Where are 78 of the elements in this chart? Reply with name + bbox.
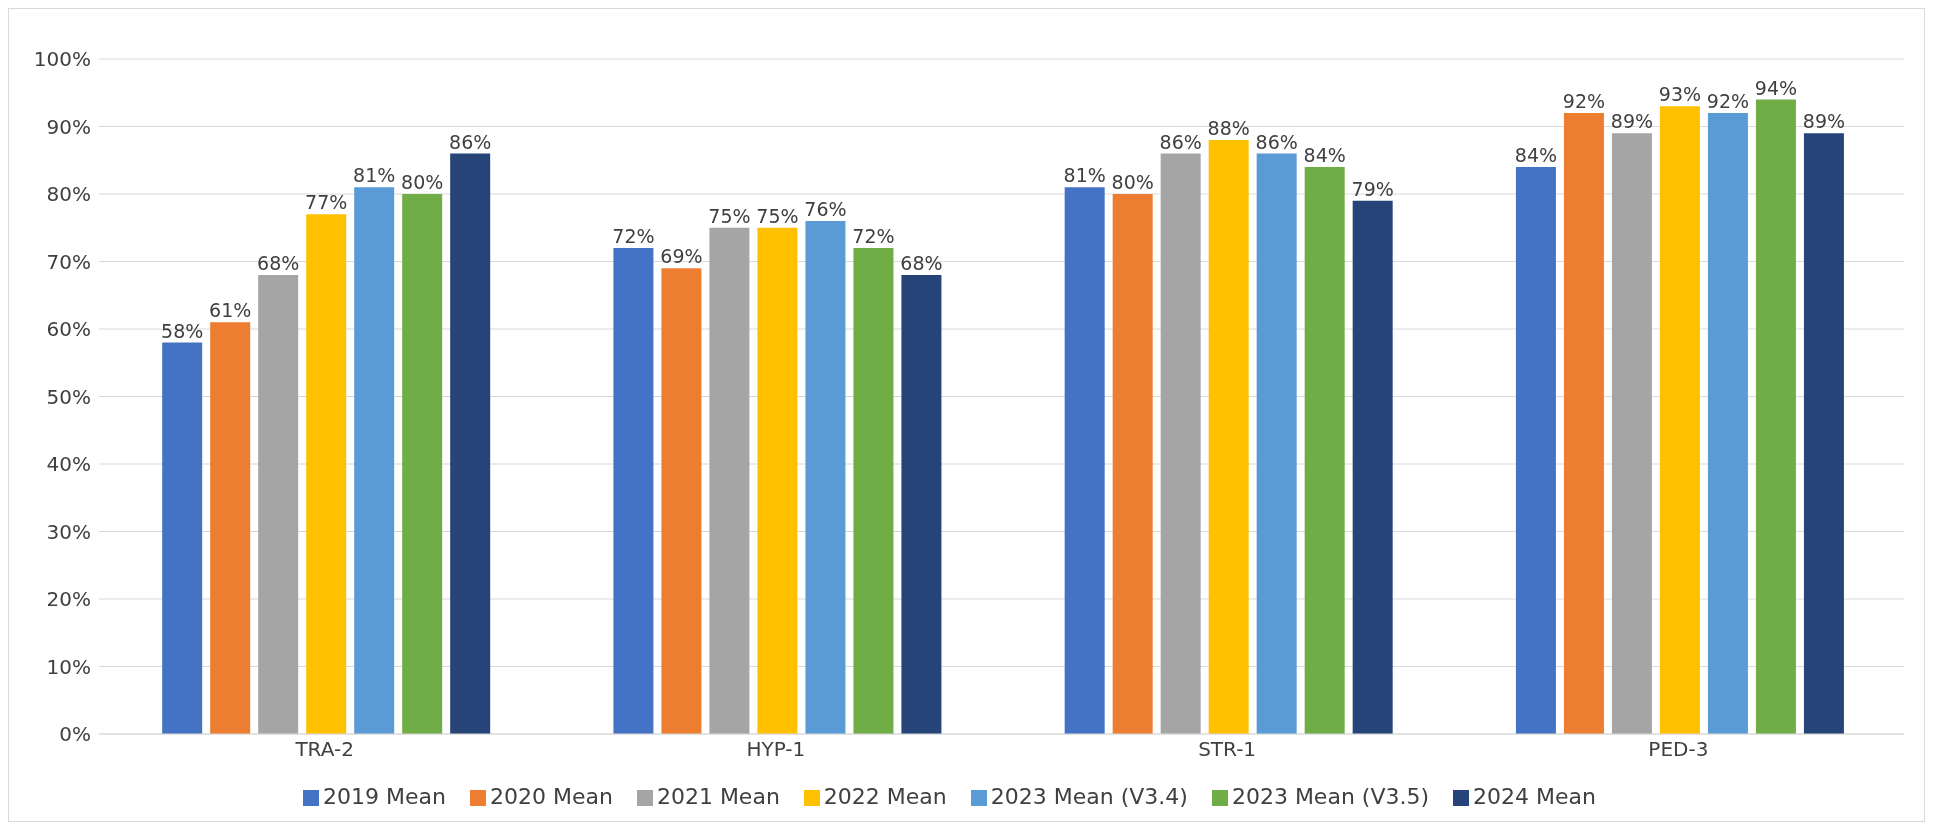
data-label: 88% — [1207, 117, 1250, 139]
bar — [306, 214, 347, 734]
bar — [853, 248, 894, 734]
y-tick-label: 50% — [46, 384, 91, 409]
legend-label: 2024 Mean — [1473, 784, 1596, 809]
data-label: 76% — [804, 198, 847, 220]
bar — [1659, 106, 1700, 734]
bar — [757, 227, 798, 734]
data-label: 93% — [1658, 83, 1702, 106]
bar — [901, 275, 942, 734]
data-label: 81% — [353, 164, 396, 187]
y-tick-label: 60% — [46, 317, 91, 342]
legend-label: 2023 Mean (V3.4) — [990, 784, 1188, 809]
bar — [1160, 153, 1201, 734]
bar — [1611, 133, 1652, 734]
bar — [1352, 200, 1393, 734]
bar — [1112, 194, 1153, 734]
bar — [1803, 133, 1844, 734]
data-label: 75% — [756, 204, 799, 227]
data-label: 84% — [1514, 144, 1558, 166]
y-tick-label: 90% — [46, 114, 91, 139]
data-label: 72% — [612, 225, 655, 247]
y-tick-label: 10% — [46, 654, 91, 679]
data-label: 69% — [660, 245, 703, 268]
bar — [1064, 187, 1105, 734]
data-label: 58% — [161, 319, 204, 342]
legend-label: 2021 Mean — [656, 784, 780, 809]
data-label: 61% — [209, 299, 252, 322]
y-tick-label: 20% — [46, 587, 91, 612]
bar — [402, 194, 443, 734]
y-tick-label: 30% — [46, 519, 91, 544]
y-tick-label: 80% — [46, 182, 91, 207]
data-label: 72% — [852, 225, 895, 247]
bar — [1304, 167, 1345, 734]
y-tick-label: 0% — [59, 722, 91, 747]
bar — [1563, 113, 1604, 734]
x-tick-label: HYP-1 — [746, 737, 806, 762]
legend-label: 2022 Mean — [823, 784, 947, 809]
data-label: 77% — [305, 191, 348, 214]
bar — [1755, 99, 1796, 734]
bar — [1515, 167, 1556, 734]
legend-label: 2019 Mean — [323, 784, 446, 809]
y-tick-label: 70% — [46, 249, 91, 274]
bar — [450, 153, 491, 734]
data-label: 68% — [257, 252, 300, 274]
data-label: 94% — [1754, 76, 1798, 99]
data-label: 79% — [1351, 177, 1394, 200]
data-label: 68% — [900, 252, 943, 274]
data-label: 89% — [1802, 110, 1846, 133]
legend-label: 2023 Mean (V3.5) — [1231, 784, 1430, 809]
y-tick-label: 40% — [46, 452, 91, 477]
y-tick-label: 100% — [33, 47, 91, 72]
data-label: 84% — [1303, 144, 1346, 166]
bar — [258, 275, 299, 734]
data-label: 86% — [1159, 130, 1202, 153]
bar — [354, 187, 395, 734]
bar — [709, 227, 750, 734]
data-label: 81% — [1063, 164, 1106, 187]
bar — [1208, 140, 1249, 734]
x-tick-label: STR-1 — [1198, 737, 1257, 762]
legend-label: 2020 Mean — [489, 784, 613, 809]
data-label: 75% — [708, 204, 751, 227]
x-tick-label: TRA-2 — [294, 737, 354, 762]
data-label: 86% — [449, 130, 492, 153]
data-label: 92% — [1706, 90, 1750, 112]
x-tick-label: PED-3 — [1648, 737, 1709, 762]
bar — [805, 221, 846, 734]
bar — [613, 248, 654, 734]
data-label: 80% — [401, 171, 444, 193]
data-label: 80% — [1111, 171, 1154, 193]
data-label: 92% — [1562, 90, 1606, 112]
bar — [1256, 153, 1297, 734]
data-label: 89% — [1610, 110, 1654, 133]
bar — [661, 268, 702, 734]
bar — [162, 342, 203, 734]
bar — [1707, 113, 1748, 734]
data-label: 86% — [1255, 130, 1298, 153]
bar — [210, 322, 251, 734]
